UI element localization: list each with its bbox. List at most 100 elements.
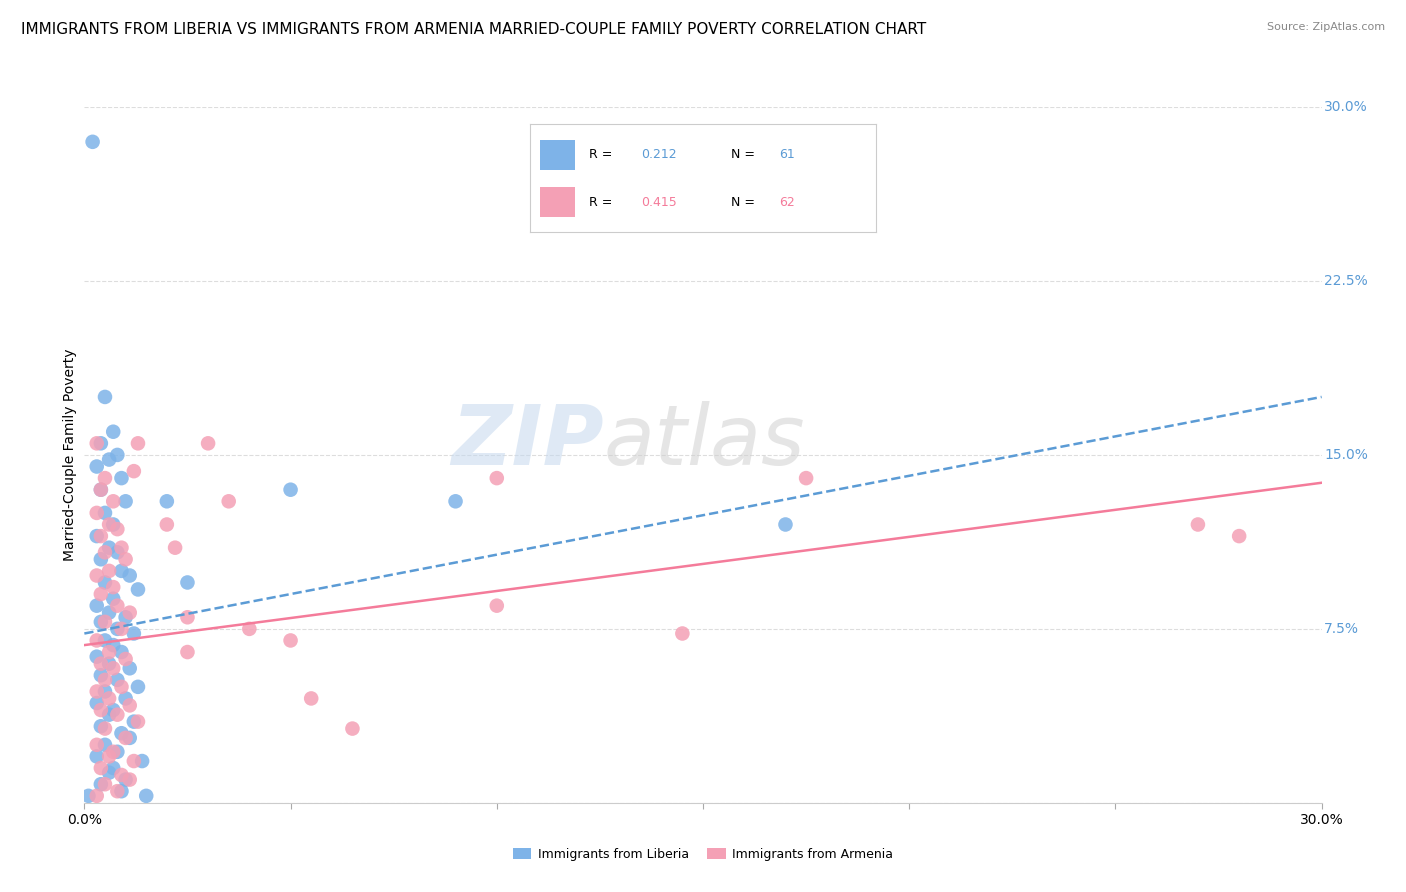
Point bbox=[86, 568, 108, 582]
Point bbox=[127, 582, 149, 597]
Point bbox=[98, 606, 121, 620]
Point bbox=[122, 464, 145, 478]
Point bbox=[1227, 529, 1250, 543]
Point bbox=[86, 633, 108, 648]
Point bbox=[90, 703, 112, 717]
Point bbox=[90, 777, 112, 791]
Point bbox=[105, 522, 128, 536]
Point bbox=[86, 684, 108, 698]
Point bbox=[118, 568, 141, 582]
Point bbox=[105, 784, 128, 798]
Point bbox=[165, 541, 187, 555]
Text: 7.5%: 7.5% bbox=[1324, 622, 1360, 636]
Point bbox=[94, 633, 117, 648]
Point bbox=[94, 777, 117, 791]
Point bbox=[86, 506, 108, 520]
Point bbox=[90, 552, 112, 566]
Point bbox=[86, 738, 108, 752]
Point bbox=[122, 626, 145, 640]
Text: ZIP: ZIP bbox=[451, 401, 605, 482]
Point bbox=[94, 506, 117, 520]
Point bbox=[110, 680, 132, 694]
Point bbox=[114, 610, 136, 624]
Point bbox=[90, 668, 112, 682]
Text: IMMIGRANTS FROM LIBERIA VS IMMIGRANTS FROM ARMENIA MARRIED-COUPLE FAMILY POVERTY: IMMIGRANTS FROM LIBERIA VS IMMIGRANTS FR… bbox=[21, 22, 927, 37]
Point bbox=[127, 436, 149, 450]
Point bbox=[94, 673, 117, 687]
Point bbox=[118, 698, 141, 713]
Point bbox=[98, 691, 121, 706]
Point bbox=[110, 784, 132, 798]
Point bbox=[114, 691, 136, 706]
Point bbox=[794, 471, 817, 485]
Point bbox=[103, 638, 125, 652]
Point bbox=[197, 436, 219, 450]
Point bbox=[77, 789, 100, 803]
Point bbox=[110, 622, 132, 636]
Point bbox=[135, 789, 157, 803]
Point bbox=[86, 459, 108, 474]
Point bbox=[86, 436, 108, 450]
Point bbox=[90, 719, 112, 733]
Point bbox=[86, 749, 108, 764]
Point bbox=[105, 599, 128, 613]
Point bbox=[105, 745, 128, 759]
Point bbox=[114, 652, 136, 666]
Text: atlas: atlas bbox=[605, 401, 806, 482]
Point bbox=[114, 552, 136, 566]
Point bbox=[103, 580, 125, 594]
Point bbox=[103, 761, 125, 775]
Point bbox=[118, 606, 141, 620]
Point bbox=[105, 707, 128, 722]
Point bbox=[90, 761, 112, 775]
Point bbox=[110, 726, 132, 740]
Point bbox=[105, 448, 128, 462]
Point bbox=[218, 494, 240, 508]
Point bbox=[103, 745, 125, 759]
Point bbox=[90, 615, 112, 629]
Point bbox=[98, 645, 121, 659]
Point bbox=[105, 622, 128, 636]
Point bbox=[98, 749, 121, 764]
Point bbox=[105, 545, 128, 559]
Point bbox=[105, 673, 128, 687]
Point bbox=[94, 738, 117, 752]
Point bbox=[98, 541, 121, 555]
Point bbox=[86, 649, 108, 664]
Point bbox=[176, 610, 198, 624]
Point bbox=[156, 494, 179, 508]
Point bbox=[94, 471, 117, 485]
Point bbox=[118, 772, 141, 787]
Point bbox=[118, 661, 141, 675]
Point bbox=[485, 471, 508, 485]
Point bbox=[110, 564, 132, 578]
Point bbox=[103, 591, 125, 606]
Point bbox=[98, 517, 121, 532]
Point bbox=[114, 731, 136, 745]
Point bbox=[127, 680, 149, 694]
Point bbox=[94, 545, 117, 559]
Point bbox=[86, 696, 108, 710]
Point bbox=[122, 714, 145, 729]
Point bbox=[103, 703, 125, 717]
Point bbox=[98, 452, 121, 467]
Point bbox=[94, 390, 117, 404]
Point bbox=[98, 657, 121, 671]
Point bbox=[280, 633, 302, 648]
Point bbox=[114, 772, 136, 787]
Point bbox=[280, 483, 302, 497]
Text: 30.0%: 30.0% bbox=[1324, 100, 1368, 114]
Point bbox=[110, 645, 132, 659]
Point bbox=[118, 731, 141, 745]
Point bbox=[82, 135, 104, 149]
Point bbox=[94, 722, 117, 736]
Text: 15.0%: 15.0% bbox=[1324, 448, 1368, 462]
Point bbox=[90, 483, 112, 497]
Point bbox=[94, 615, 117, 629]
Point bbox=[176, 645, 198, 659]
Point bbox=[98, 707, 121, 722]
Point bbox=[110, 541, 132, 555]
Point bbox=[103, 517, 125, 532]
Point bbox=[775, 517, 797, 532]
Point bbox=[90, 587, 112, 601]
